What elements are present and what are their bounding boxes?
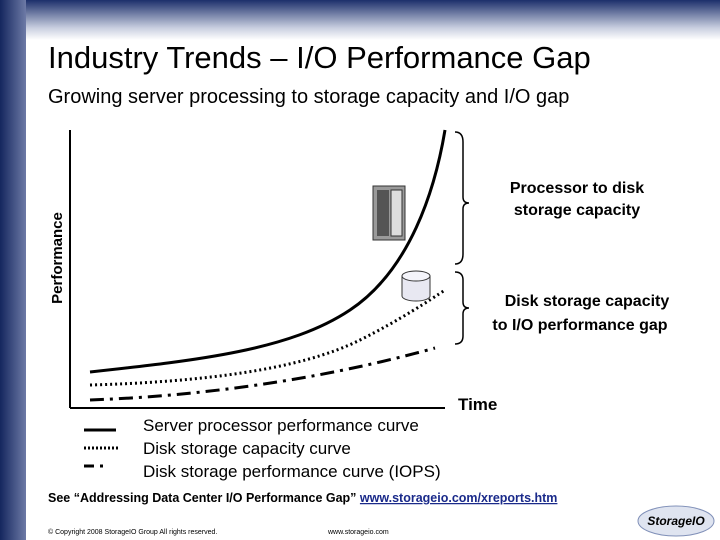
legend-entry: Disk storage capacity curve xyxy=(143,439,351,458)
disk-icon xyxy=(401,270,431,302)
brace xyxy=(454,131,470,265)
logo: StorageIO xyxy=(637,505,715,537)
legend-entry: Disk storage performance curve (IOPS) xyxy=(143,462,441,481)
x-axis-label: Time xyxy=(458,395,497,414)
server-icon xyxy=(372,185,406,241)
title: Industry Trends – I/O Performance Gap xyxy=(48,40,591,75)
side-band xyxy=(0,0,26,540)
logo-text: StorageIO xyxy=(647,514,705,528)
annotation: to I/O performance gap xyxy=(492,317,667,334)
server-curve xyxy=(89,129,447,374)
legend-entry: Server processor performance curve xyxy=(143,416,419,435)
header-band xyxy=(0,0,720,40)
annotation: Processor to disk xyxy=(510,180,644,197)
footer-note: See “Addressing Data Center I/O Performa… xyxy=(48,491,557,505)
annotation: storage capacity xyxy=(514,202,640,219)
y-axis-label: Performance xyxy=(49,212,66,304)
copyright: © Copyright 2008 StorageIO Group All rig… xyxy=(48,528,217,536)
subtitle: Growing server processing to storage cap… xyxy=(48,86,569,108)
iops-curve xyxy=(89,346,436,402)
footer-url: www.storageio.com xyxy=(327,529,389,536)
brace xyxy=(454,271,470,345)
annotation: Disk storage capacity xyxy=(505,293,670,310)
footer-link[interactable]: www.storageio.com/xreports.htm xyxy=(359,491,558,505)
footer-note-text: See “Addressing Data Center I/O Performa… xyxy=(48,491,356,505)
